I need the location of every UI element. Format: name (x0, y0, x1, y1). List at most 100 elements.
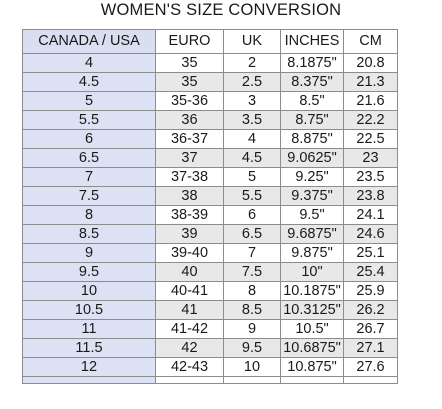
cell-euro: 38 (155, 186, 224, 206)
cell-canada-usa: 6.5 (22, 148, 156, 168)
cell-canada-usa: 4 (22, 53, 156, 73)
cell-canada-usa: 7 (22, 167, 156, 187)
cell-canada-usa: 10.5 (22, 300, 156, 320)
cell-cm: 26.2 (343, 300, 398, 320)
table-row: 8 38-39 6 9.5" 24.1 (22, 205, 398, 225)
table-row: 4.5 35 2.5 8.375" 21.3 (22, 72, 398, 92)
cell-euro: 41 (155, 300, 224, 320)
table-row: 10 40-41 8 10.1875" 25.9 (22, 281, 398, 301)
cell-empty (343, 376, 398, 384)
cell-inches: 9.25" (280, 167, 344, 187)
cell-empty (280, 376, 344, 384)
cell-euro: 40-41 (155, 281, 224, 301)
header-cm: CM (343, 29, 398, 54)
cell-uk: 5 (223, 167, 281, 187)
cell-uk: 10 (223, 357, 281, 377)
cell-euro: 38-39 (155, 205, 224, 225)
table-row: 6 36-37 4 8.875" 22.5 (22, 129, 398, 149)
cell-canada-usa: 8.5 (22, 224, 156, 244)
cell-canada-usa: 8 (22, 205, 156, 225)
cell-euro: 39 (155, 224, 224, 244)
cell-canada-usa: 4.5 (22, 72, 156, 92)
size-conversion-table: CANADA / USA EURO UK INCHES CM 4 35 2 8.187… (22, 29, 398, 384)
cell-inches: 9.5" (280, 205, 344, 225)
page-title: WOMEN'S SIZE CONVERSION (100, 1, 342, 19)
table-row: 12 42-43 10 10.875" 27.6 (22, 357, 398, 377)
cell-cm: 23.5 (343, 167, 398, 187)
cell-empty (22, 376, 156, 384)
cell-inches: 8.75" (280, 110, 344, 130)
cell-inches: 10.5" (280, 319, 344, 339)
cell-cm: 23 (343, 148, 398, 168)
cell-uk: 4 (223, 129, 281, 149)
table-row: 5 35-36 3 8.5" 21.6 (22, 91, 398, 111)
cell-canada-usa: 5 (22, 91, 156, 111)
cell-uk: 3.5 (223, 110, 281, 130)
cell-canada-usa: 5.5 (22, 110, 156, 130)
cell-euro: 36 (155, 110, 224, 130)
table-row: 6.5 37 4.5 9.0625" 23 (22, 148, 398, 168)
cell-euro: 42 (155, 338, 224, 358)
cell-cm: 21.6 (343, 91, 398, 111)
cell-cm: 25.4 (343, 262, 398, 282)
header-euro: EURO (155, 29, 224, 54)
cell-canada-usa: 9.5 (22, 262, 156, 282)
table-row: 7.5 38 5.5 9.375" 23.8 (22, 186, 398, 206)
cell-cm: 22.2 (343, 110, 398, 130)
cell-cm: 27.1 (343, 338, 398, 358)
cell-inches: 10.1875" (280, 281, 344, 301)
cell-inches: 10.6875" (280, 338, 344, 358)
cell-inches: 9.875" (280, 243, 344, 263)
cell-euro: 39-40 (155, 243, 224, 263)
cell-cm: 21.3 (343, 72, 398, 92)
cell-cm: 24.6 (343, 224, 398, 244)
cell-uk: 7.5 (223, 262, 281, 282)
cell-cm: 25.1 (343, 243, 398, 263)
table-row: 11.5 42 9.5 10.6875" 27.1 (22, 338, 398, 358)
cell-uk: 2 (223, 53, 281, 73)
cell-inches: 9.0625" (280, 148, 344, 168)
cell-canada-usa: 12 (22, 357, 156, 377)
cell-cm: 20.8 (343, 53, 398, 73)
cell-canada-usa: 11.5 (22, 338, 156, 358)
cell-uk: 7 (223, 243, 281, 263)
cell-cm: 27.6 (343, 357, 398, 377)
table-row: 4 35 2 8.1875" 20.8 (22, 53, 398, 73)
cell-uk: 9 (223, 319, 281, 339)
cell-uk: 4.5 (223, 148, 281, 168)
cell-uk: 5.5 (223, 186, 281, 206)
header-inches: INCHES (280, 29, 344, 54)
cell-inches: 8.375" (280, 72, 344, 92)
cell-uk: 8.5 (223, 300, 281, 320)
cell-uk: 8 (223, 281, 281, 301)
cell-inches: 10.875" (280, 357, 344, 377)
cell-uk: 2.5 (223, 72, 281, 92)
cell-inches: 10.3125" (280, 300, 344, 320)
cell-uk: 6.5 (223, 224, 281, 244)
cell-euro: 35-36 (155, 91, 224, 111)
cell-euro: 42-43 (155, 357, 224, 377)
header-uk: UK (223, 29, 281, 54)
cell-cm: 24.1 (343, 205, 398, 225)
cell-uk: 9.5 (223, 338, 281, 358)
cell-canada-usa: 10 (22, 281, 156, 301)
cell-cm: 23.8 (343, 186, 398, 206)
cell-canada-usa: 7.5 (22, 186, 156, 206)
cell-canada-usa: 9 (22, 243, 156, 263)
table-row: 8.5 39 6.5 9.6875" 24.6 (22, 224, 398, 244)
table-row: 9 39-40 7 9.875" 25.1 (22, 243, 398, 263)
cell-euro: 37 (155, 148, 224, 168)
cell-inches: 8.875" (280, 129, 344, 149)
cell-inches: 8.5" (280, 91, 344, 111)
cell-uk: 3 (223, 91, 281, 111)
cell-euro: 37-38 (155, 167, 224, 187)
cell-euro: 41-42 (155, 319, 224, 339)
table-body: 4 35 2 8.1875" 20.8 4.5 35 2.5 8.375" 21.3 5 35-36 3… (22, 53, 398, 384)
header-canada-usa: CANADA / USA (22, 29, 156, 54)
cell-canada-usa: 11 (22, 319, 156, 339)
table-row-partial (22, 376, 398, 384)
cell-euro: 40 (155, 262, 224, 282)
table-row: 9.5 40 7.5 10" 25.4 (22, 262, 398, 282)
table-row: 10.5 41 8.5 10.3125" 26.2 (22, 300, 398, 320)
table-header-row: CANADA / USA EURO UK INCHES CM (22, 29, 398, 54)
